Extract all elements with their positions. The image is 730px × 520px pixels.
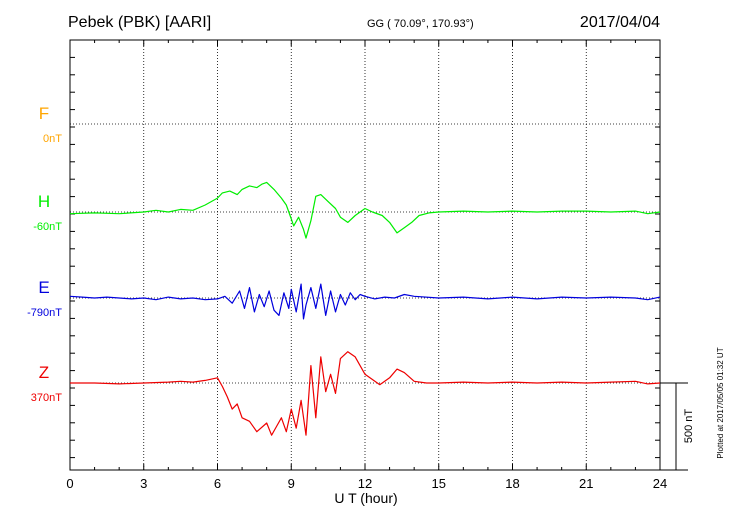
x-tick-label: 6 <box>214 476 221 491</box>
x-tick-label: 15 <box>432 476 446 491</box>
series-labels: F 0nT H -60nT E -790nT Z 370nT <box>27 104 62 404</box>
scale-bar: 500 nT <box>660 382 695 471</box>
series-baseline-label: 370nT <box>31 392 62 404</box>
x-tick-label: 21 <box>579 476 593 491</box>
x-tick-label: 12 <box>358 476 372 491</box>
series-name-label: E <box>38 278 49 297</box>
series-name-label: F <box>39 104 49 123</box>
series-name-label: H <box>38 192 50 211</box>
x-axis-label: U T (hour) <box>334 490 397 506</box>
series-line-E <box>69 283 661 320</box>
plot-frame <box>69 39 661 471</box>
series-baseline-label: -790nT <box>27 307 62 319</box>
station-coordinates: GG ( 70.09°, 170.93°) <box>367 18 474 30</box>
x-tick-label: 9 <box>288 476 295 491</box>
scale-bar-label: 500 nT <box>683 409 695 444</box>
series-baseline-label: -60nT <box>33 221 62 233</box>
plotted-at-note: Plotted at 2017/05/05 01:32 UT <box>716 347 725 458</box>
series-line-H <box>69 181 661 239</box>
series-baseline-label: 0nT <box>43 133 62 145</box>
series-lines <box>69 181 661 436</box>
station-title: Pebek (PBK) [AARI] <box>68 14 211 31</box>
x-tick-label: 0 <box>66 476 73 491</box>
gridlines <box>70 40 660 470</box>
x-tick-label: 3 <box>140 476 147 491</box>
x-tick-label: 18 <box>505 476 519 491</box>
chart-date: 2017/04/04 <box>580 14 660 31</box>
series-line-Z <box>70 351 661 436</box>
series-name-label: Z <box>39 363 49 382</box>
x-tick-label: 24 <box>653 476 667 491</box>
x-axis-ticks: 0 3 6 9 12 15 18 21 24 <box>66 40 667 491</box>
